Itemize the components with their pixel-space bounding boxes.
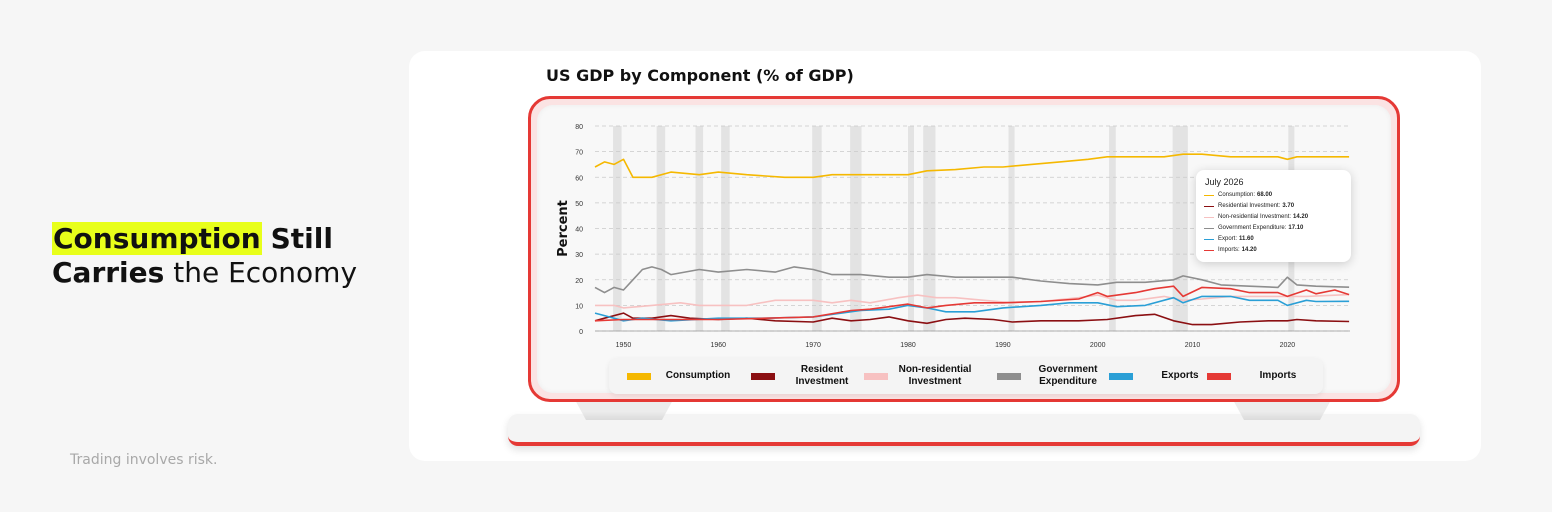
series-line-residential-investment — [594, 312, 1350, 326]
legend-swatch — [864, 372, 888, 380]
y-tick-label: 50 — [575, 201, 583, 208]
series-line-imports — [594, 285, 1350, 322]
tooltip-row: Imports: 14.20 — [1204, 247, 1257, 253]
legend-swatch — [1207, 372, 1231, 380]
x-tick-label: 1990 — [995, 342, 1011, 349]
tooltip-series-marker — [1204, 205, 1214, 207]
headline-word-carries: Carries — [52, 256, 165, 289]
tooltip-label: Imports: — [1218, 247, 1240, 253]
y-tick-label: 60 — [575, 175, 583, 182]
recession-band — [812, 126, 822, 331]
x-tick-label: 1980 — [900, 342, 916, 349]
legend-swatch — [1109, 372, 1133, 380]
x-tick-label: 2020 — [1280, 342, 1296, 349]
recession-band — [721, 126, 730, 331]
y-tick-label: 10 — [575, 303, 583, 310]
tooltip-label: Export: — [1218, 236, 1238, 242]
tooltip-series-marker — [1204, 249, 1214, 251]
legend-item[interactable]: Consumption — [627, 364, 737, 388]
y-tick-label: 0 — [579, 329, 583, 336]
tooltip-label: Non-residential Investment: — [1218, 214, 1292, 220]
legend-label: Exports — [1161, 370, 1199, 381]
chart-title: US GDP by Component (% of GDP) — [546, 66, 854, 85]
tooltip-row: Export: 11.60 — [1204, 236, 1254, 242]
x-tick-label: 1950 — [616, 342, 632, 349]
y-tick-label: 20 — [575, 278, 583, 285]
tooltip-value: 3.70 — [1282, 203, 1295, 209]
hover-tooltip: July 2026 Consumption: 68.00 Residential I… — [1196, 170, 1351, 262]
tooltip-row: Consumption: 68.00 — [1204, 192, 1272, 198]
tooltip-row: Government Expenditure: 17.10 — [1204, 225, 1303, 231]
disclaimer: Trading involves risk. — [70, 452, 218, 468]
headline-word-economy: the Economy — [173, 256, 358, 289]
legend-item[interactable]: Non-residential Investment — [864, 364, 974, 388]
display-stand-foot-left — [574, 398, 674, 420]
chart-legend: Consumption Resident Investment Non-reside… — [609, 358, 1323, 394]
x-tick-label: 1970 — [805, 342, 821, 349]
legend-swatch — [751, 372, 775, 380]
legend-label: Non-residential Investment — [898, 364, 972, 387]
series-line-non-residential-investment — [595, 293, 1350, 309]
legend-label: Government Expenditure — [1038, 364, 1098, 387]
tooltip-date: July 2026 — [1205, 177, 1244, 187]
headline: Consumption Still Carries the Economy — [52, 222, 357, 290]
legend-label: Consumption — [665, 370, 731, 381]
tooltip-label: Residential Investment: — [1218, 203, 1281, 209]
tooltip-series-marker — [1204, 227, 1214, 229]
legend-item[interactable]: Government Expenditure — [997, 364, 1107, 388]
legend-swatch — [997, 372, 1021, 380]
headline-highlight: Consumption — [52, 222, 262, 255]
series-line-consumption — [594, 153, 1350, 179]
legend-item[interactable]: Resident Investment — [751, 364, 861, 388]
display-stand-foot-right — [1232, 398, 1332, 420]
legend-item[interactable]: Exports — [1109, 364, 1219, 388]
tooltip-value: 17.10 — [1288, 225, 1304, 231]
recession-band — [1109, 126, 1116, 331]
y-tick-label: 30 — [575, 252, 583, 259]
tooltip-series-marker — [1204, 216, 1214, 218]
recession-band — [695, 126, 704, 331]
headline-line-2: Carries the Economy — [52, 256, 357, 290]
y-tick-label: 40 — [575, 227, 583, 234]
series-line-government-expenditure — [594, 266, 1350, 294]
tooltip-row: Non-residential Investment: 14.20 — [1204, 214, 1308, 220]
tooltip-row: Residential Investment: 3.70 — [1204, 203, 1294, 209]
x-tick-label: 1960 — [711, 342, 727, 349]
x-tick-label: 2000 — [1090, 342, 1106, 349]
legend-swatch — [627, 372, 651, 380]
y-tick-label: 80 — [575, 124, 583, 131]
line-chart: 0 10 20 30 40 50 60 70 80 1950 1960 1970 1980 1990 200… — [556, 124, 1350, 349]
legend-label: Resident Investment — [795, 364, 849, 387]
y-axis-label: Percent — [556, 200, 571, 257]
series-line-exports — [594, 295, 1350, 322]
tooltip-value: 11.60 — [1239, 236, 1254, 242]
legend-label: Imports — [1259, 370, 1297, 381]
tooltip-value: 68.00 — [1257, 192, 1273, 198]
tooltip-value: 14.20 — [1293, 214, 1309, 220]
tooltip-series-marker — [1204, 194, 1214, 196]
tooltip-label: Consumption: — [1218, 192, 1256, 198]
tooltip-value: 14.20 — [1241, 247, 1257, 253]
tooltip-series-marker — [1204, 238, 1214, 240]
legend-item[interactable]: Imports — [1207, 364, 1317, 388]
headline-word-still: Still — [270, 222, 333, 255]
tooltip-label: Government Expenditure: — [1218, 225, 1287, 231]
headline-line-1: Consumption Still — [52, 222, 357, 256]
x-tick-label: 2010 — [1185, 342, 1201, 349]
y-tick-label: 70 — [575, 150, 583, 157]
